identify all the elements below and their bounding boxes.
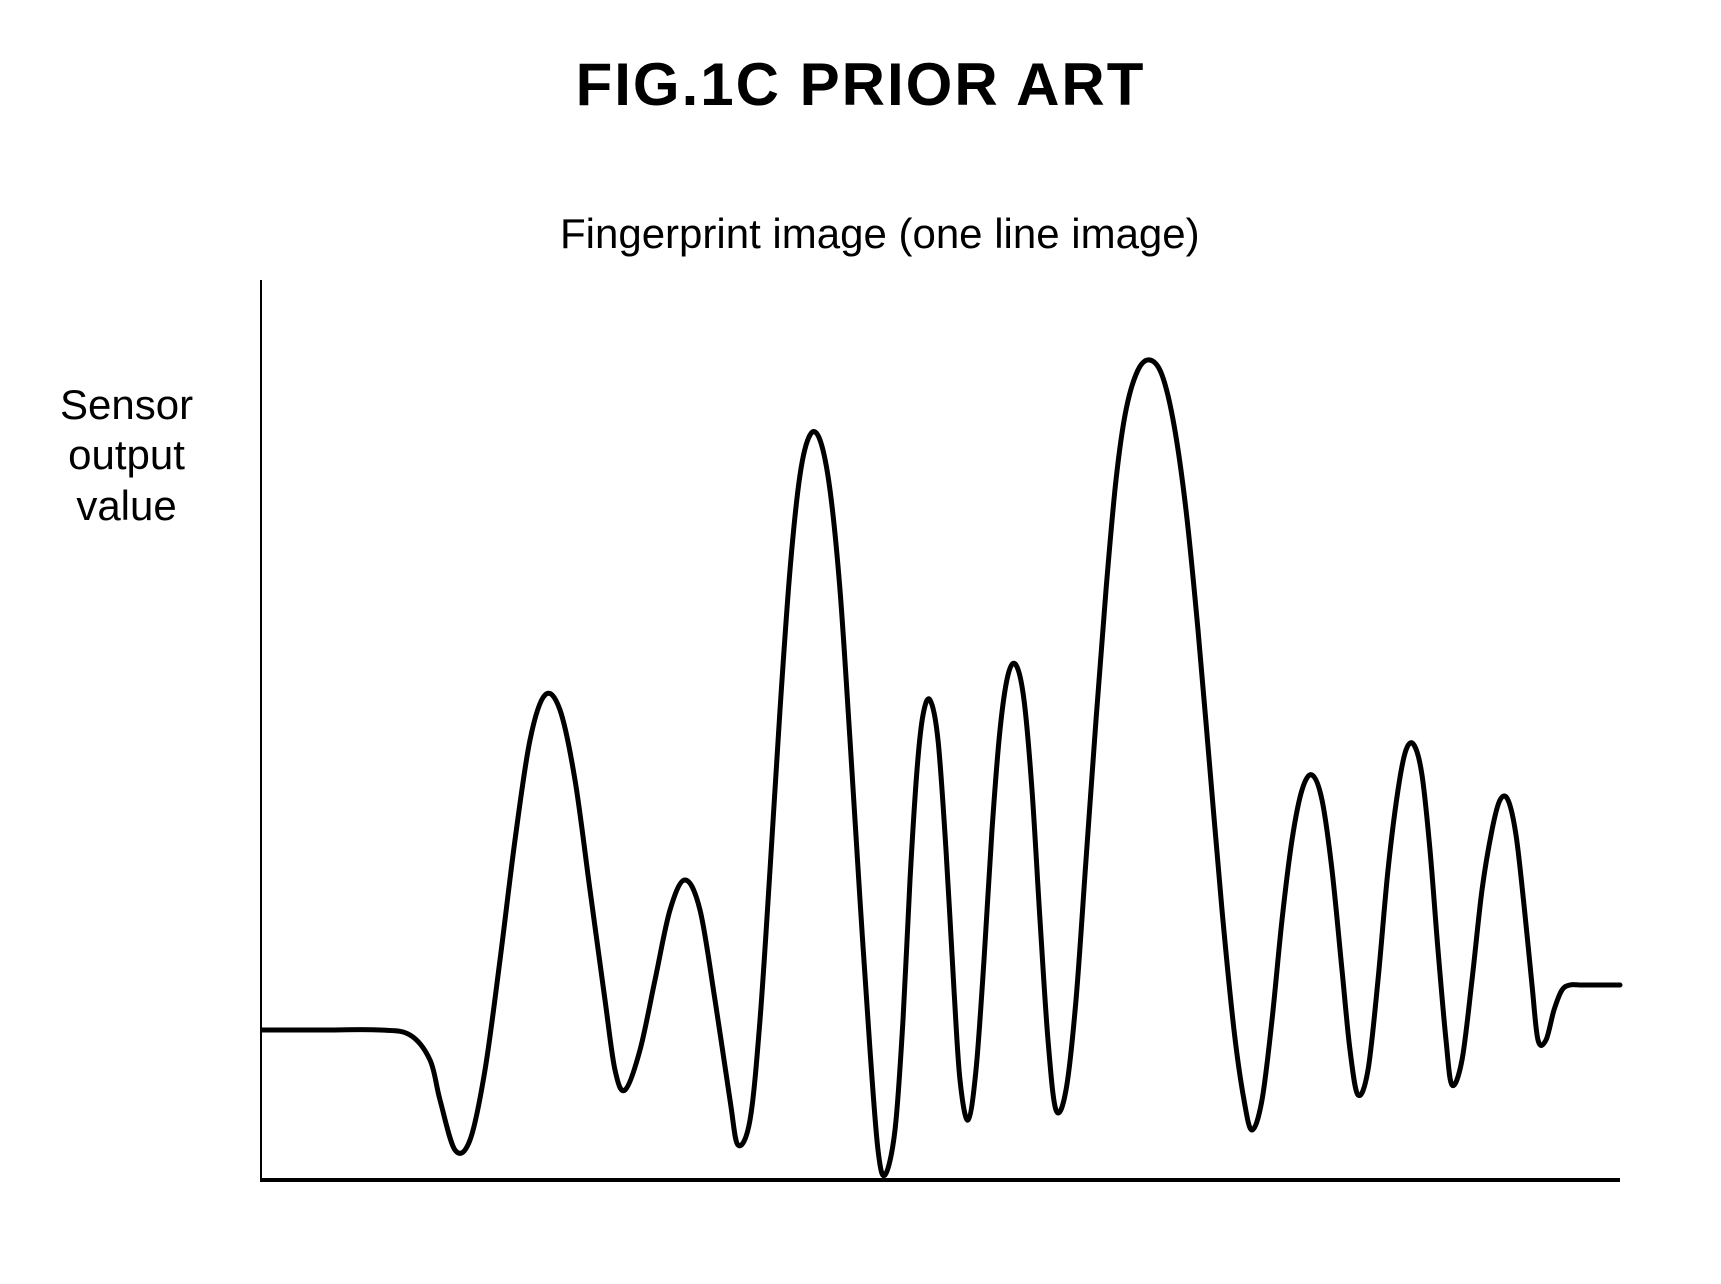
y-label-line3: value	[76, 482, 176, 529]
y-label-line2: output	[68, 431, 185, 478]
figure-title: FIG.1C PRIOR ART	[576, 50, 1146, 119]
waveform-line	[260, 360, 1620, 1176]
y-label-line1: Sensor	[60, 381, 193, 428]
y-axis-label: Sensor output value	[60, 380, 193, 531]
chart-subtitle: Fingerprint image (one line image)	[560, 210, 1200, 258]
chart-area	[260, 280, 1640, 1200]
chart-svg	[260, 280, 1640, 1200]
